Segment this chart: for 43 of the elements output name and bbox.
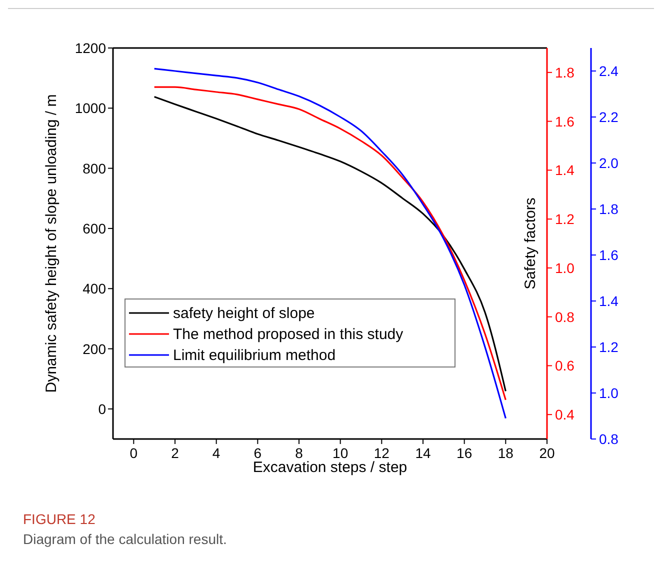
y3-tick-label: 2.2: [599, 109, 619, 125]
text: FIGURE 12: [23, 511, 96, 527]
y2-tick-label: 0.4: [555, 406, 575, 423]
y3-tick-label: 0.8: [599, 431, 619, 447]
y2-tick-label: 0.8: [555, 308, 575, 325]
x-tick-label: 0: [130, 445, 138, 461]
y3-tick-label: 1.8: [599, 201, 619, 217]
y3-tick-label: 1.4: [599, 293, 619, 309]
y-tick-label: 600: [82, 220, 106, 236]
y-tick-label: 1000: [74, 100, 106, 116]
y2-tick-label: 1.0: [555, 260, 575, 276]
y3-tick-label: 1.6: [599, 247, 619, 263]
y-tick-label: 400: [82, 280, 106, 297]
y2-tick-label: 1.2: [555, 211, 575, 228]
x-tick-label: 6: [254, 445, 262, 461]
y-tick-label: 200: [82, 340, 106, 357]
legend-label: The method proposed in this study: [173, 326, 404, 343]
x-tick-label: 16: [456, 445, 472, 461]
y2-tick-label: 1.6: [555, 113, 575, 130]
x-tick-label: 20: [539, 445, 555, 461]
x-tick-label: 18: [498, 445, 514, 461]
y3-tick-label: 1.0: [599, 385, 619, 401]
y2-tick-label: 1.4: [555, 162, 575, 178]
y3-tick-label: 1.2: [599, 339, 619, 355]
x-tick-label: 10: [332, 445, 348, 461]
y-tick-label: 0: [98, 400, 106, 417]
x-axis-title: Excavation steps / step: [252, 459, 408, 476]
y-tick-label: 1200: [74, 40, 106, 56]
y3-tick-label: 2.0: [599, 155, 619, 171]
legend-label: Limit equilibrium method: [173, 347, 336, 364]
y3-tick-label: 2.4: [599, 63, 619, 79]
x-tick-label: 12: [374, 445, 390, 461]
x-tick-label: 14: [415, 445, 431, 461]
y-axis-title: Dynamic safety height of slope unloading / m: [43, 94, 60, 393]
y2-tick-label: 1.8: [555, 64, 575, 80]
text: Diagram of the calculation result.: [23, 531, 227, 547]
x-tick-label: 8: [295, 445, 304, 461]
y-tick-label: 800: [82, 160, 106, 176]
x-tick-label: 2: [171, 445, 180, 461]
x-tick-label: 4: [212, 445, 220, 461]
legend-label: safety height of slope: [173, 305, 315, 322]
y2-tick-label: 0.6: [555, 358, 575, 374]
y2-axis-title: Safety factors: [522, 198, 539, 290]
